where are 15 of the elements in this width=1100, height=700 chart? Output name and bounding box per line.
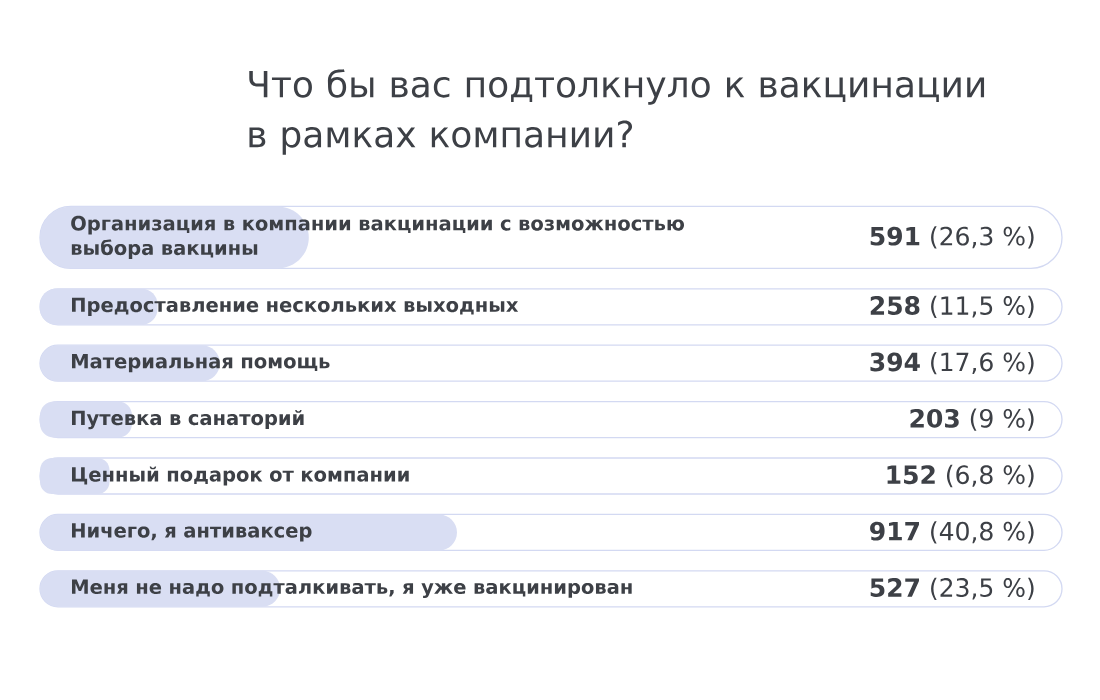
y-tick-label: Ценный подарок от компании [72,466,409,486]
data-label: 152 (6,8 %) [887,464,1034,488]
data-label: 527 (23,5 %) [870,577,1034,600]
y-tick-label: Организация в компании вакцинации с возможностью выбора вакцины [71,215,685,259]
data-label: 258 (11,5 %) [870,295,1034,318]
data-label: 394 (17,6 %) [870,352,1034,375]
y-tick-label: Материальная помощь [72,354,330,373]
y-tick-label: Путевка в санаторий [72,410,304,430]
y-tick-label: Меня не надо подталкивать, я уже вакцинирован [72,579,632,598]
chart-title: Что бы вас подтолкнуло к вакцинации в рамках компании? [249,69,985,155]
data-label: 203 (9 %) [910,408,1034,431]
data-label: 591 (26,3 %) [870,226,1034,249]
y-tick-label: Предоставление нескольких выходных [72,297,519,316]
y-tick-label: Ничего, я антиваксер [72,523,312,542]
data-label: 917 (40,8 %) [870,521,1034,544]
